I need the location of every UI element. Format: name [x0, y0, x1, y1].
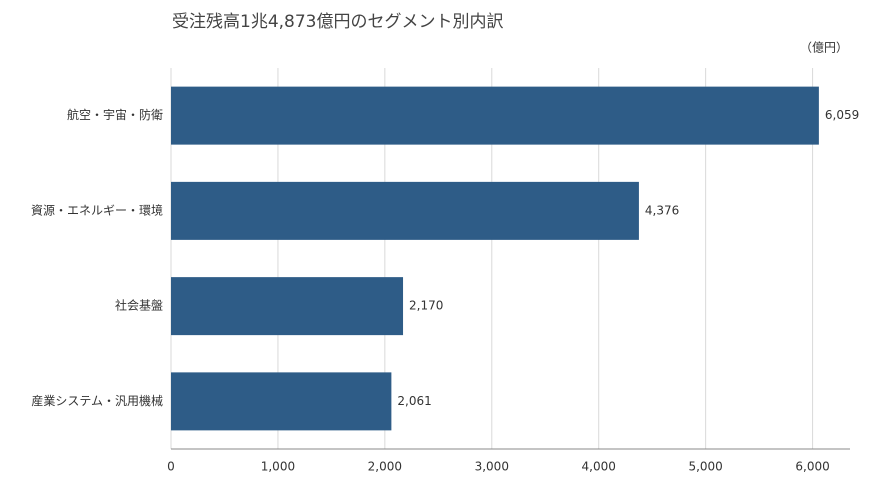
x-tick-label: 2,000	[368, 460, 402, 474]
unit-label: （億円）	[800, 41, 848, 55]
x-tick-label: 0	[167, 460, 175, 474]
y-tick-label: 産業システム・汎用機械	[31, 393, 163, 408]
value-label: 4,376	[645, 203, 679, 217]
bar	[171, 277, 404, 336]
x-tick-label: 4,000	[582, 460, 616, 474]
chart-title: 受注残高1兆4,873億円のセグメント別内訳	[172, 12, 503, 32]
bar	[171, 372, 392, 431]
value-label: 2,170	[409, 299, 443, 313]
y-tick-label: 資源・エネルギー・環境	[31, 202, 163, 217]
x-tick-label: 3,000	[475, 460, 509, 474]
bar	[171, 86, 819, 145]
bar	[171, 181, 639, 240]
value-label: 6,059	[825, 108, 859, 122]
x-tick-label: 5,000	[688, 460, 722, 474]
y-tick-label: 社会基盤	[115, 298, 163, 313]
x-tick-label: 1,000	[261, 460, 295, 474]
value-label: 2,061	[397, 394, 431, 408]
x-tick-label: 6,000	[795, 460, 829, 474]
y-tick-label: 航空・宇宙・防衛	[67, 107, 163, 122]
